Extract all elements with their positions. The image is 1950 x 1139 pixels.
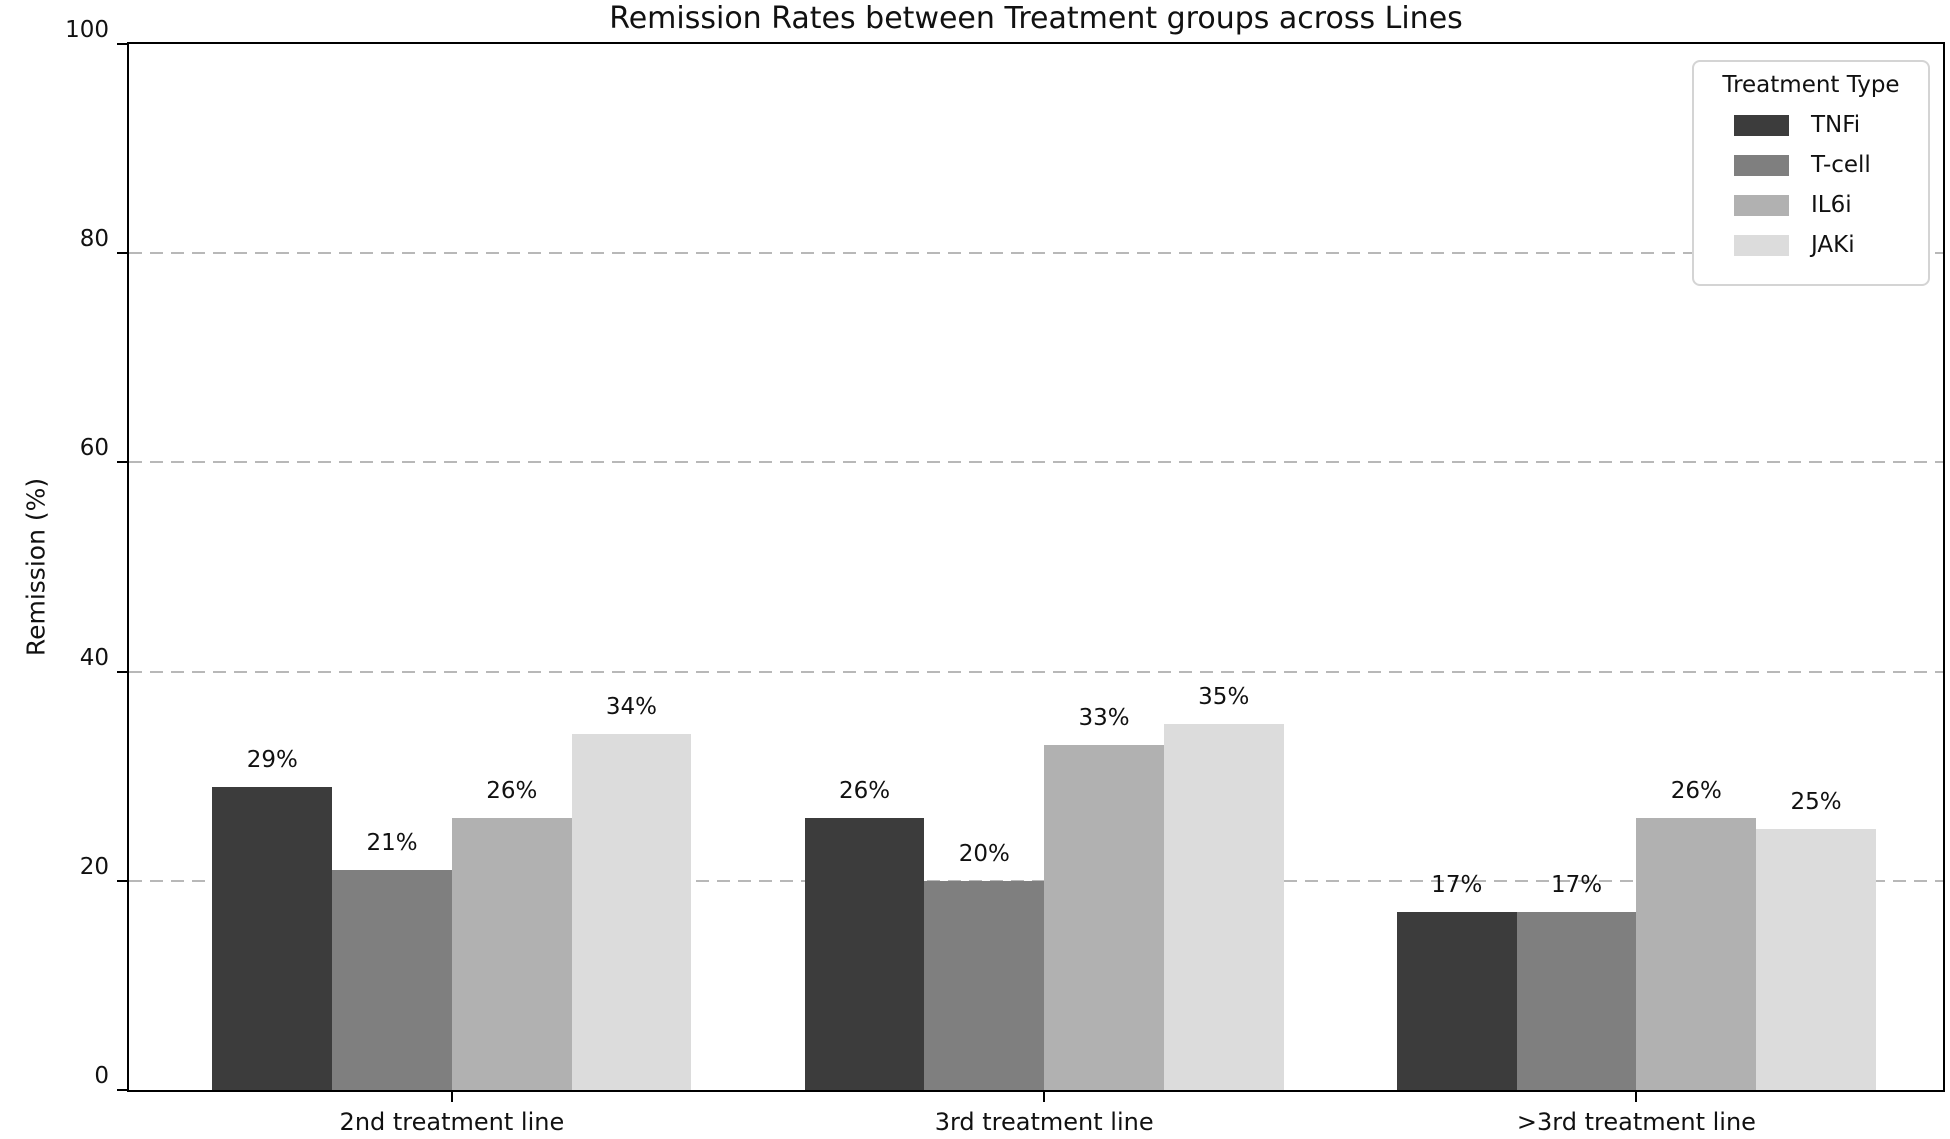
legend-swatch: [1734, 114, 1789, 136]
legend-entries: TNFi T-cell IL6i JAKi: [1706, 112, 1916, 258]
y-tick-label: 100: [65, 17, 109, 43]
y-axis-label: Remission (%): [21, 477, 51, 657]
legend-entry-label: T-cell: [1811, 152, 1871, 178]
legend-swatch: [1734, 154, 1789, 176]
y-tick: [117, 879, 129, 882]
y-tick: [117, 1089, 129, 1091]
chart-title: Remission Rates between Treatment groups…: [609, 1, 1463, 36]
bar-value-label: 21%: [366, 830, 418, 857]
bar-JAKi: [1756, 828, 1876, 1090]
legend-entry-JAKi: JAKi: [1706, 232, 1916, 258]
bar-value-label: 34%: [605, 694, 658, 721]
bar-TNFi: [804, 818, 925, 1090]
bar-IL6i: [1044, 744, 1164, 1090]
bar-T-cell: [1516, 912, 1637, 1090]
bar-value-label: 17%: [1431, 872, 1483, 899]
bar-value-label: 20%: [958, 840, 1010, 867]
x-tick: [1635, 1090, 1638, 1102]
legend-swatch: [1734, 194, 1789, 216]
legend-entry-label: TNFi: [1811, 112, 1861, 138]
gridline-80: [129, 252, 1943, 255]
y-tick: [117, 461, 129, 464]
bar-value-label: 17%: [1551, 872, 1603, 899]
bar-T-cell: [924, 880, 1045, 1090]
bar-value-label: 26%: [839, 778, 891, 805]
bar-value-label: 26%: [1670, 778, 1722, 805]
y-tick-label: 0: [94, 1063, 109, 1089]
gridline-40: [129, 670, 1943, 673]
bar-TNFi: [212, 786, 333, 1090]
bar-value-label: 35%: [1198, 683, 1250, 710]
bar-value-label: 25%: [1790, 788, 1842, 815]
x-tick: [1043, 1090, 1046, 1102]
bar-TNFi: [1396, 912, 1517, 1090]
legend-title: Treatment Type: [1722, 72, 1900, 98]
bar-value-label: 26%: [486, 778, 538, 805]
bar-JAKi: [571, 734, 692, 1090]
y-tick-label: 80: [79, 226, 109, 253]
bar-IL6i: [1636, 818, 1757, 1090]
y-tick-label: 60: [79, 435, 109, 462]
legend-entry-label: JAKi: [1811, 232, 1855, 258]
legend-entry-TNFi: TNFi: [1706, 112, 1916, 138]
legend-entry-T-cell: T-cell: [1706, 152, 1916, 178]
legend-swatch: [1734, 234, 1789, 256]
gridline-60: [129, 461, 1943, 464]
x-tick-label: >3rd treatment line: [1516, 1108, 1756, 1136]
x-tick-label: 2nd treatment line: [339, 1108, 565, 1136]
x-tick-label: 3rd treatment line: [934, 1108, 1154, 1136]
x-tick: [450, 1090, 453, 1102]
y-tick: [117, 43, 129, 45]
legend-entry-label: IL6i: [1811, 192, 1852, 218]
y-tick: [117, 670, 129, 673]
legend-entry-IL6i: IL6i: [1706, 192, 1916, 218]
bar-value-label: 29%: [246, 746, 298, 773]
bar-IL6i: [451, 818, 572, 1090]
y-tick-label: 20: [79, 853, 109, 880]
bar-JAKi: [1163, 723, 1284, 1090]
bar-value-label: 33%: [1078, 704, 1130, 731]
legend: Treatment Type TNFi T-cell IL6i JAKi: [1692, 60, 1930, 286]
y-tick: [117, 252, 129, 255]
plot-area: Treatment Type TNFi T-cell IL6i JAKi 0 20 40 6…: [65, 17, 1945, 1136]
y-tick-label: 40: [79, 644, 109, 671]
bar-T-cell: [332, 870, 452, 1090]
